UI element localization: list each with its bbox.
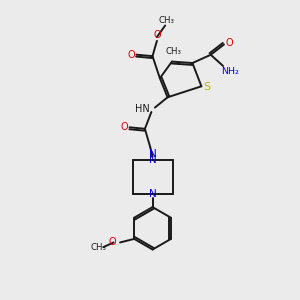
Text: N: N (149, 149, 156, 159)
Text: O: O (108, 237, 116, 248)
Text: NH₂: NH₂ (220, 67, 238, 76)
Text: O: O (121, 122, 128, 132)
Text: N: N (149, 189, 156, 200)
Text: O: O (153, 30, 161, 40)
Text: O: O (226, 38, 233, 48)
Text: N: N (149, 155, 156, 165)
Text: CH₃: CH₃ (158, 16, 174, 25)
Text: HN: HN (135, 104, 150, 114)
Text: S: S (203, 82, 210, 92)
Text: CH₃: CH₃ (90, 243, 106, 252)
Text: CH₃: CH₃ (165, 47, 182, 56)
Text: O: O (127, 50, 135, 60)
